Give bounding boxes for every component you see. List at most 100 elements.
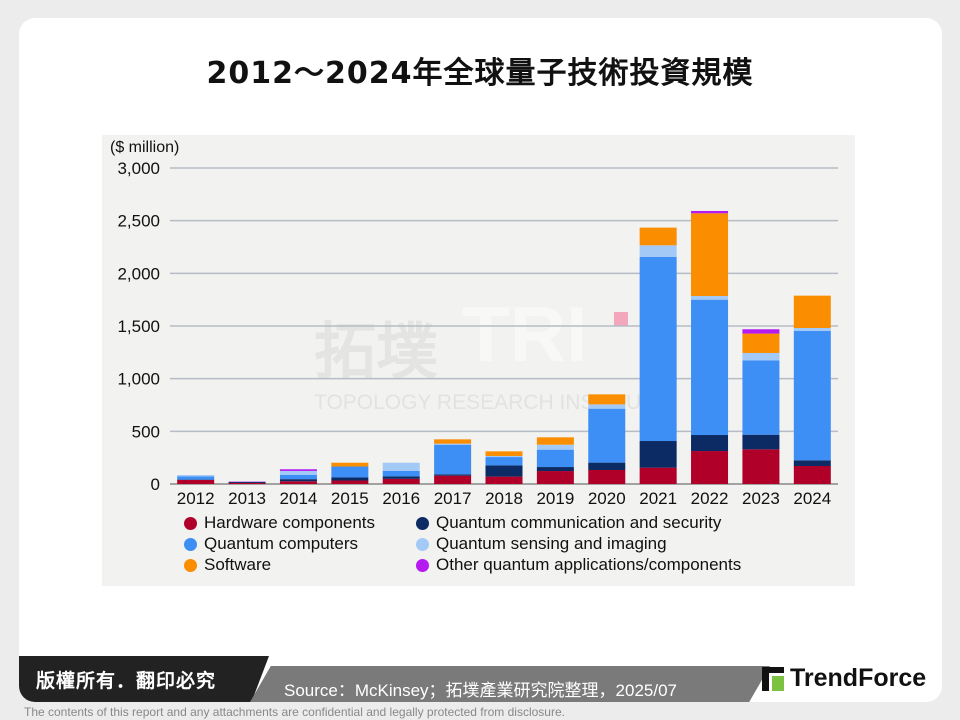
x-tick-label: 2014 xyxy=(280,489,318,508)
bar-segment xyxy=(177,479,215,484)
trendforce-logo: TrendForce xyxy=(762,664,926,693)
legend-label: Quantum communication and security xyxy=(436,513,722,532)
bar-segment xyxy=(485,451,523,456)
legend-label: Other quantum applications/components xyxy=(436,555,742,574)
y-tick-label: 2,500 xyxy=(117,212,160,231)
x-tick-label: 2012 xyxy=(177,489,215,508)
bar-segment xyxy=(588,462,626,470)
legend-item: Hardware components xyxy=(184,513,375,533)
bar-segment xyxy=(793,330,831,461)
bar-segment xyxy=(793,295,831,329)
bar-segment xyxy=(331,477,369,481)
y-tick-label: 3,000 xyxy=(117,159,160,178)
bar-segment xyxy=(742,434,780,450)
bar-segment xyxy=(279,481,317,484)
bar-segment xyxy=(742,333,780,353)
x-tick-label: 2017 xyxy=(434,489,472,508)
bar-segment xyxy=(793,460,831,466)
legend-marker-icon xyxy=(184,516,197,530)
bar-segment xyxy=(536,444,574,450)
bar-segment xyxy=(639,441,677,468)
bar-segment xyxy=(588,404,626,409)
bar-segment xyxy=(485,457,523,466)
bar-segment xyxy=(434,443,472,445)
y-tick-label: 0 xyxy=(151,475,160,494)
x-tick-label: 2021 xyxy=(639,489,677,508)
bar-segment xyxy=(434,475,472,484)
bar-segment xyxy=(536,471,574,484)
x-tick-label: 2020 xyxy=(588,489,626,508)
x-tick-label: 2022 xyxy=(691,489,729,508)
page-title: 2012～2024年全球量子技術投資規模 xyxy=(206,56,754,91)
bar-segment xyxy=(793,328,831,331)
bar-segment xyxy=(382,470,420,477)
bar-segment xyxy=(382,476,420,479)
bar-segment xyxy=(691,210,729,214)
x-tick-label: 2016 xyxy=(382,489,420,508)
svg-text:TOPOLOGY RESEARCH INSTITUTE: TOPOLOGY RESEARCH INSTITUTE xyxy=(314,391,668,414)
footer-copyright-bar xyxy=(19,656,269,702)
footer-source-bar xyxy=(250,666,770,702)
bar-segment xyxy=(691,435,729,452)
bar-segment xyxy=(279,470,317,475)
bar-segment xyxy=(228,482,266,484)
brand-name: TrendForce xyxy=(790,664,927,692)
legend-item: Quantum computers xyxy=(184,534,358,554)
copyright-notice: 版權所有．翻印必究 xyxy=(36,670,217,692)
bar-segment xyxy=(639,257,677,442)
legend-item: Other quantum applications/components xyxy=(416,555,741,575)
bar-segment xyxy=(536,467,574,472)
bar-segment xyxy=(536,449,574,468)
bar-segment xyxy=(331,480,369,484)
bar-segment xyxy=(434,444,472,475)
bar-segment xyxy=(742,329,780,334)
y-tick-label: 1,000 xyxy=(117,370,160,389)
svg-text:拓墣: 拓墣 xyxy=(314,318,438,387)
bar-segment xyxy=(639,245,677,258)
legend-marker-icon xyxy=(416,537,429,551)
watermark: 拓墣 TRI TOPOLOGY RESEARCH INSTITUTE xyxy=(314,290,668,414)
y-tick-label: 1,500 xyxy=(117,317,160,336)
bar-segment xyxy=(434,474,472,476)
bar-segment xyxy=(639,227,677,246)
bar-segment xyxy=(485,465,523,477)
legend-label: Quantum computers xyxy=(204,534,359,553)
bar-segment xyxy=(742,352,780,361)
y-tick-label: 2,000 xyxy=(117,264,160,283)
legend-marker-icon xyxy=(416,558,429,572)
legend-label: Hardware components xyxy=(204,513,376,532)
legend-label: Software xyxy=(204,555,272,574)
bar-segment xyxy=(382,478,420,484)
trendforce-logo-icon xyxy=(762,666,784,691)
bar-segment xyxy=(536,437,574,445)
bar-segment xyxy=(588,408,626,463)
legend-marker-icon xyxy=(184,537,197,551)
source-note: Source：McKinsey；拓墣產業研究院整理，2025/07 xyxy=(284,681,677,700)
bar-segment xyxy=(279,474,317,480)
bar-segment xyxy=(793,465,831,484)
x-tick-label: 2019 xyxy=(536,489,574,508)
bar-segment xyxy=(691,213,729,296)
y-tick-label: 500 xyxy=(132,422,160,441)
x-tick-label: 2018 xyxy=(485,489,523,508)
bar-segment xyxy=(331,462,369,467)
bar-segment xyxy=(331,466,369,478)
stacked-bar-chart: 拓墣 TRI TOPOLOGY RESEARCH INSTITUTE 0 500 1… xyxy=(110,139,838,508)
legend-item: Quantum sensing and imaging xyxy=(416,534,667,554)
bar-segment xyxy=(279,479,317,482)
x-tick-label: 2023 xyxy=(742,489,780,508)
bar-segment xyxy=(177,476,215,480)
bar-segment xyxy=(742,360,780,435)
bar-segment xyxy=(691,295,729,300)
legend-item: Quantum communication and security xyxy=(416,513,721,533)
x-tick-label: 2013 xyxy=(228,489,266,508)
bar-segment xyxy=(588,469,626,484)
bar-segment xyxy=(691,299,729,436)
legend-marker-icon xyxy=(416,516,429,530)
disclaimer: The contents of this report and any atta… xyxy=(24,705,565,719)
x-tick-label: 2024 xyxy=(793,489,831,508)
bar-segment xyxy=(228,481,266,483)
bar-segment xyxy=(742,449,780,484)
y-axis-label: ($ million) xyxy=(110,139,179,156)
bar-segment xyxy=(434,439,472,444)
